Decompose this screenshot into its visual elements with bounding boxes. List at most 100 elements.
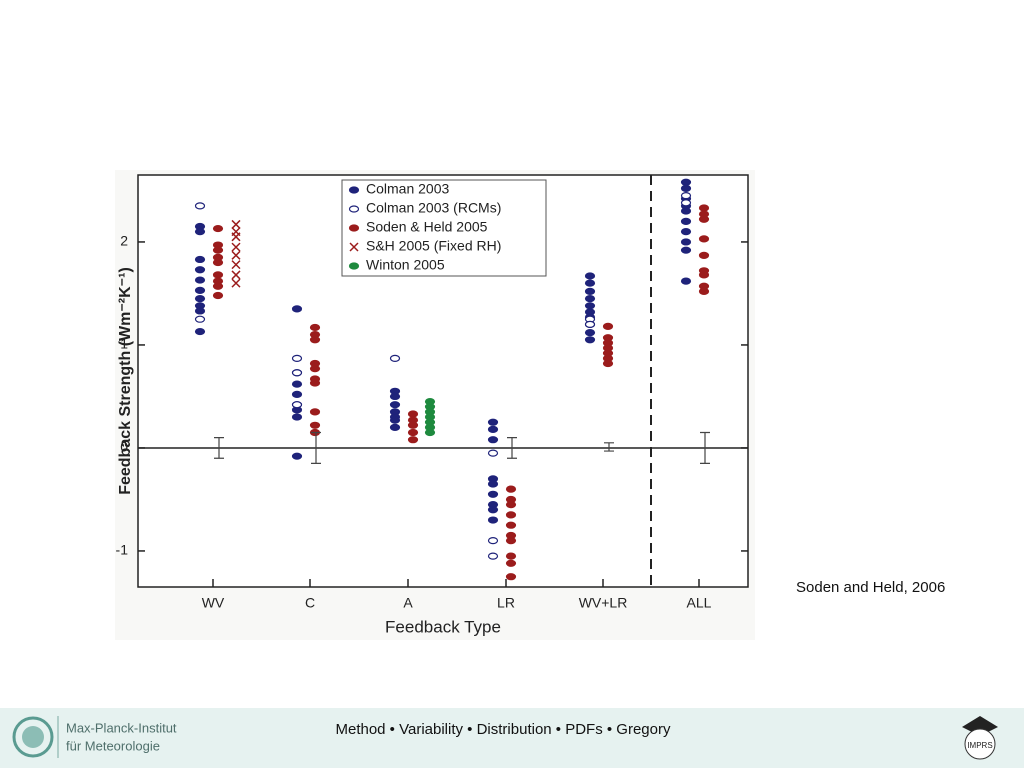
point — [309, 336, 321, 344]
footer-bar — [0, 708, 1024, 768]
legend-marker — [348, 224, 360, 232]
y-tick-label: 2 — [120, 233, 128, 249]
x-tick-label: WV — [202, 595, 225, 611]
point — [680, 277, 692, 285]
point — [505, 559, 517, 567]
point — [231, 250, 241, 260]
point — [680, 238, 692, 246]
point — [309, 379, 321, 387]
point — [309, 408, 321, 416]
point — [698, 271, 710, 279]
point — [194, 266, 206, 274]
y-axis-label: Feedback Strength (Wm⁻²K⁻¹) — [117, 267, 134, 495]
legend-label: Colman 2003 — [366, 181, 449, 197]
legend-box — [341, 179, 547, 277]
point — [487, 537, 499, 545]
x-axis-label: Feedback Type — [385, 617, 501, 636]
point — [389, 401, 401, 409]
institute-name: Max-Planck-Institut — [66, 720, 177, 735]
badge-text: IMPRS — [967, 741, 992, 750]
point — [680, 192, 692, 200]
point — [231, 270, 241, 280]
point — [194, 295, 206, 303]
badge-cap — [962, 716, 998, 736]
point — [231, 232, 241, 242]
point — [584, 320, 596, 328]
point — [487, 425, 499, 434]
point — [194, 307, 206, 315]
legend-marker — [348, 262, 360, 270]
point — [194, 228, 206, 236]
point — [212, 271, 224, 279]
point — [291, 390, 303, 398]
point — [487, 506, 499, 514]
point — [309, 323, 321, 332]
point — [389, 354, 401, 362]
point — [698, 215, 710, 223]
point — [698, 204, 710, 212]
x-tick-label: WV+LR — [579, 595, 628, 611]
point — [194, 327, 206, 336]
point — [698, 251, 710, 259]
point — [212, 246, 224, 254]
y-tick-label: 0 — [120, 439, 128, 455]
point — [194, 286, 206, 294]
point — [194, 202, 206, 210]
point — [291, 452, 303, 460]
point — [680, 228, 692, 236]
point — [389, 423, 401, 431]
point — [680, 207, 692, 215]
point — [487, 436, 499, 444]
point — [680, 178, 692, 186]
point — [680, 199, 692, 207]
point — [212, 258, 224, 267]
point — [291, 380, 303, 388]
point — [602, 322, 614, 331]
point — [505, 511, 517, 519]
point — [194, 276, 206, 284]
x-tick-label: A — [403, 595, 413, 611]
institute-logo — [12, 716, 54, 758]
point — [291, 369, 303, 377]
point — [389, 392, 401, 401]
point — [584, 272, 596, 280]
point — [389, 416, 401, 424]
y-tick-label: 1 — [120, 336, 128, 352]
point — [698, 287, 710, 295]
point — [505, 521, 517, 529]
point — [505, 552, 517, 560]
point — [231, 242, 241, 252]
legend-marker — [349, 242, 359, 252]
x-tick-label: LR — [497, 595, 515, 611]
legend-label: Colman 2003 (RCMs) — [366, 200, 501, 216]
point — [680, 217, 692, 225]
point — [212, 224, 224, 233]
legend-marker — [348, 205, 360, 213]
point — [584, 302, 596, 310]
point — [194, 315, 206, 323]
error-bar — [700, 431, 710, 464]
point — [231, 278, 241, 288]
point — [231, 260, 241, 270]
point — [407, 421, 419, 429]
point — [680, 184, 692, 192]
point — [584, 336, 596, 344]
error-bar — [311, 431, 321, 464]
point — [407, 436, 419, 444]
point — [212, 282, 224, 290]
error-bar — [604, 442, 614, 452]
point — [309, 421, 321, 429]
legend-label: Winton 2005 — [366, 257, 445, 273]
point — [291, 354, 303, 362]
point — [680, 246, 692, 254]
point — [212, 291, 224, 300]
point — [584, 295, 596, 303]
point — [487, 418, 499, 426]
error-bar — [214, 437, 224, 459]
point — [602, 359, 614, 368]
point — [487, 449, 499, 457]
point — [487, 490, 499, 498]
source: Soden and Held, 2006 — [796, 579, 945, 596]
point — [505, 485, 517, 493]
